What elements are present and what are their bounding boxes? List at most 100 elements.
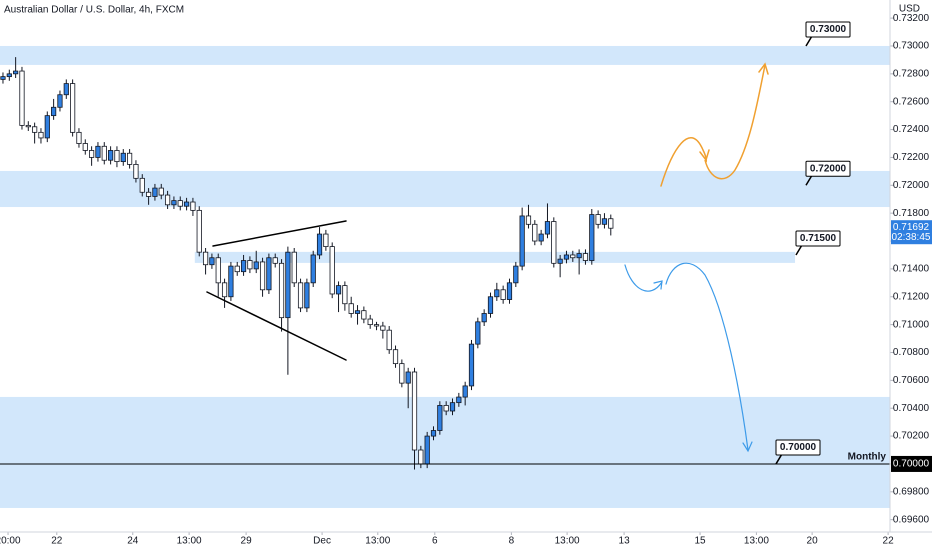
candle-body bbox=[152, 187, 158, 197]
candle-body bbox=[500, 289, 506, 300]
candle-body bbox=[177, 200, 183, 207]
candle-body bbox=[468, 343, 475, 387]
candle-body bbox=[551, 221, 557, 264]
candles bbox=[0, 57, 614, 470]
x-tick-label: 13:00 bbox=[177, 536, 202, 547]
candle-body bbox=[13, 70, 19, 75]
candle-body bbox=[323, 233, 329, 248]
candle-body bbox=[240, 260, 247, 273]
candle-body bbox=[399, 363, 405, 384]
candle-body bbox=[89, 150, 95, 158]
candle-body bbox=[171, 200, 177, 206]
y-tick-label: 0.72800 bbox=[893, 68, 930, 79]
candle-body bbox=[608, 218, 614, 229]
candle-body bbox=[291, 251, 297, 284]
candle-body bbox=[6, 73, 12, 78]
candle-body bbox=[570, 254, 576, 259]
candle-body bbox=[487, 296, 494, 314]
y-tick-label: 0.71400 bbox=[893, 264, 930, 275]
candle-body bbox=[183, 201, 190, 207]
candle-body bbox=[304, 282, 310, 309]
candle-body bbox=[475, 321, 481, 345]
candle-body bbox=[335, 285, 342, 295]
candle-body bbox=[278, 262, 285, 319]
level-name: Monthly bbox=[848, 452, 887, 463]
candle-body bbox=[361, 310, 367, 320]
candle-body bbox=[405, 371, 411, 384]
candle-body bbox=[272, 257, 278, 264]
bullish-arrowhead bbox=[699, 149, 710, 162]
candle-body bbox=[456, 396, 462, 404]
candle-body bbox=[563, 254, 570, 260]
countdown-label: 02:38:45 bbox=[892, 232, 931, 243]
x-tick-label: 24 bbox=[127, 536, 139, 547]
candle-body bbox=[44, 115, 50, 139]
y-tick-label: 0.73000 bbox=[893, 41, 930, 52]
zone bbox=[0, 396, 890, 508]
candle-body bbox=[228, 265, 234, 298]
level-box-label: 0.72000 bbox=[810, 163, 847, 174]
candle-body bbox=[443, 405, 449, 412]
candle-body bbox=[424, 435, 430, 465]
candle-body bbox=[32, 126, 38, 133]
y-tick-label: 0.72000 bbox=[893, 180, 930, 191]
bullish-arrowhead bbox=[758, 62, 769, 75]
y-tick-label: 0.72200 bbox=[893, 152, 930, 163]
candle-body bbox=[25, 124, 31, 128]
candle-body bbox=[76, 131, 82, 144]
chart-title: Australian Dollar / U.S. Dollar, 4h, FXC… bbox=[4, 5, 184, 16]
y-tick-label: 0.72600 bbox=[893, 96, 930, 107]
y-tick-label: 0.69600 bbox=[893, 514, 930, 525]
y-tick-label: 0.70400 bbox=[893, 403, 930, 414]
labels: 0.73200 0.73000 0.72800 0.72600 0.72400 0.722… bbox=[0, 13, 932, 547]
candle-body bbox=[576, 253, 582, 259]
candle-body bbox=[57, 94, 63, 108]
level-box bbox=[795, 230, 841, 247]
bearish-path bbox=[665, 262, 749, 451]
candle-body bbox=[120, 152, 126, 163]
candle-body bbox=[297, 282, 304, 309]
x-tick-label: 13:00 bbox=[744, 536, 769, 547]
candle-body bbox=[38, 131, 44, 139]
candle-body bbox=[449, 402, 456, 412]
candle-body bbox=[63, 83, 69, 96]
y-tick-label: 0.71200 bbox=[893, 291, 930, 302]
candle-body bbox=[158, 187, 164, 196]
candle-body bbox=[82, 143, 88, 151]
candle-body bbox=[70, 83, 76, 133]
candle-body bbox=[418, 449, 424, 465]
x-tick-label: 6 bbox=[432, 536, 438, 547]
x-tick-label: 13 bbox=[619, 536, 631, 547]
candle-body bbox=[101, 145, 107, 161]
level-pointer bbox=[775, 453, 783, 465]
candle-body bbox=[95, 145, 101, 158]
candle-body bbox=[544, 221, 551, 235]
candle-body bbox=[114, 150, 120, 163]
zone bbox=[0, 45, 890, 65]
candle-body bbox=[373, 324, 380, 327]
bearish-path bbox=[624, 264, 663, 292]
candle-body bbox=[0, 76, 6, 80]
candle-body bbox=[234, 265, 240, 273]
candle-body bbox=[513, 265, 519, 284]
candle-body bbox=[494, 289, 500, 298]
candle-body bbox=[354, 310, 361, 314]
candle-body bbox=[259, 261, 266, 291]
level-pointer bbox=[795, 244, 803, 256]
y-tick-label: 0.70800 bbox=[893, 347, 930, 358]
level-pointer bbox=[805, 35, 813, 47]
candle-body bbox=[342, 285, 348, 305]
candle-body bbox=[538, 233, 544, 242]
candle-body bbox=[329, 246, 335, 295]
axis-level-tag-label: 0.70000 bbox=[893, 459, 930, 470]
axis-level-tag bbox=[891, 455, 932, 472]
x-tick-label: 8 bbox=[509, 536, 515, 547]
level-box-label: 0.70000 bbox=[780, 442, 817, 453]
x-tick-label: 20 bbox=[807, 536, 819, 547]
candle-body bbox=[19, 70, 25, 126]
candle-body bbox=[380, 325, 386, 331]
last-price-tag bbox=[891, 220, 932, 245]
x-tick-label: 20:00 bbox=[0, 536, 21, 547]
candle-body bbox=[525, 215, 532, 225]
candle-body bbox=[506, 282, 513, 300]
